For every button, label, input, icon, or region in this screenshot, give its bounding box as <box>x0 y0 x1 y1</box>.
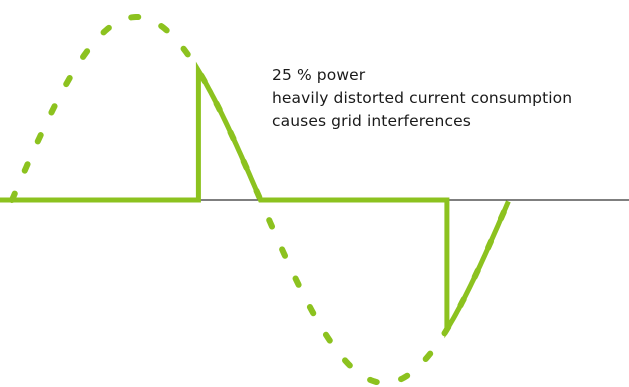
caption-power: 25 % power <box>272 66 366 84</box>
distorted-current-waveform <box>0 61 511 339</box>
caption-distortion: heavily distorted current consumption <box>272 89 573 107</box>
caption-interference: causes grid interferences <box>272 112 471 130</box>
caption: 25 % power heavily distorted current con… <box>272 64 572 133</box>
